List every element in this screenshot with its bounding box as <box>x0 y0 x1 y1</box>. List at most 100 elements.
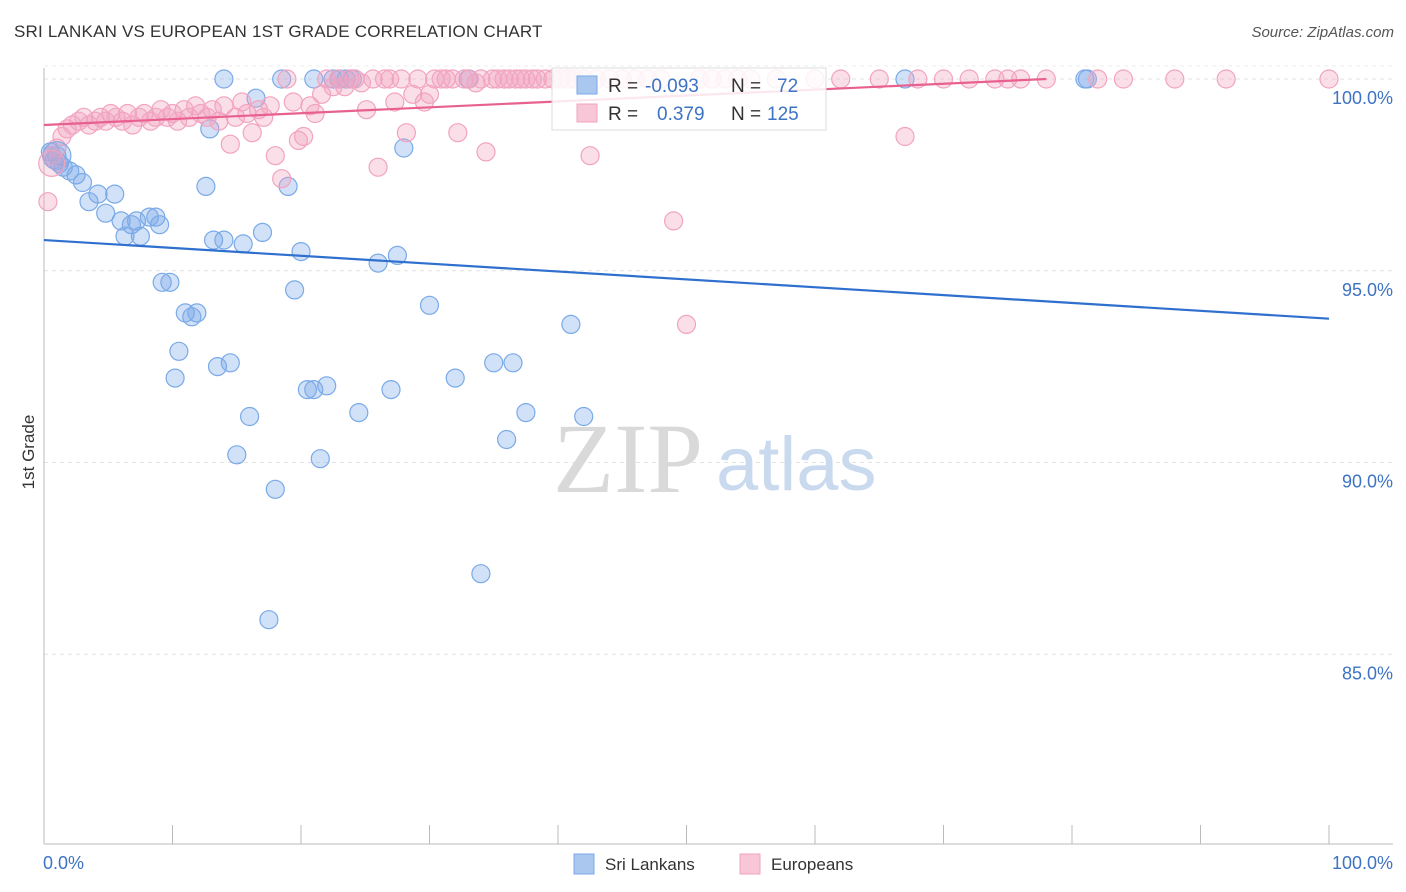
point-europeans <box>1319 69 1339 89</box>
stats-swatch-europeans <box>576 103 598 123</box>
point-europeans <box>443 69 463 89</box>
point-sri-lankans <box>503 353 523 373</box>
y-tick-labels: 100.0% 95.0% 90.0% 85.0% <box>1332 88 1393 683</box>
watermark-zip: ZIP <box>553 403 703 514</box>
point-sri-lankans <box>387 245 407 265</box>
point-europeans <box>471 69 491 89</box>
point-europeans <box>895 126 915 147</box>
point-sri-lankans <box>160 272 180 292</box>
watermark-atlas: atlas <box>716 422 877 507</box>
point-europeans <box>47 138 67 158</box>
stats-r-label: R = <box>608 76 638 97</box>
point-europeans <box>363 69 383 89</box>
chart-source: Source: ZipAtlas.com <box>1251 24 1394 41</box>
stats-n-value: 125 <box>767 104 799 125</box>
point-sri-lankans <box>196 176 216 196</box>
point-europeans <box>505 69 526 89</box>
stats-n-label: N = <box>731 76 761 97</box>
point-europeans <box>494 69 514 89</box>
point-europeans <box>454 69 474 89</box>
trend-line-sri-lankans <box>43 238 1330 320</box>
point-europeans <box>1113 69 1134 89</box>
point-europeans <box>408 69 428 89</box>
point-sri-lankans <box>381 380 401 400</box>
point-europeans <box>676 314 697 334</box>
point-sri-lankans <box>445 368 465 388</box>
point-europeans <box>317 69 337 89</box>
point-europeans <box>959 69 979 89</box>
gridlines <box>44 65 1393 655</box>
point-sri-lankans <box>207 357 228 377</box>
point-sri-lankans <box>169 341 189 361</box>
point-sri-lankans <box>516 403 536 423</box>
stats-r-value: 0.379 <box>657 104 705 125</box>
trend-lines <box>43 77 1330 320</box>
legend-label-europeans: Europeans <box>771 855 853 874</box>
point-europeans <box>38 192 58 212</box>
point-europeans <box>1088 69 1108 89</box>
point-europeans <box>168 111 188 131</box>
point-europeans <box>663 211 684 231</box>
point-sri-lankans <box>227 445 247 465</box>
point-sri-lankans <box>42 141 72 171</box>
bottom-legend: Sri Lankans Europeans <box>573 853 853 875</box>
point-sri-lankans <box>278 176 298 196</box>
point-europeans <box>482 69 503 89</box>
legend-swatch-europeans <box>739 853 761 875</box>
point-europeans <box>340 69 360 89</box>
point-sri-lankans <box>310 449 330 469</box>
stats-legend-box: R = -0.093 N = 72 R = 0.379 N = 125 <box>551 67 827 131</box>
point-europeans <box>511 69 531 89</box>
watermark: ZIP atlas <box>553 403 877 514</box>
point-europeans <box>499 69 519 89</box>
point-europeans <box>260 96 280 116</box>
point-sri-lankans <box>204 230 224 250</box>
point-sri-lankans <box>368 253 388 273</box>
point-sri-lankans <box>349 403 369 423</box>
point-sri-lankans <box>96 203 116 223</box>
point-europeans <box>933 69 954 89</box>
stats-box-frame <box>551 67 827 131</box>
point-sri-lankans <box>66 165 86 185</box>
legend-swatch-sri-lankans <box>573 853 595 875</box>
point-europeans <box>368 157 388 177</box>
point-sri-lankans <box>291 242 311 262</box>
point-sri-lankans <box>187 303 207 323</box>
point-europeans <box>157 107 177 127</box>
point-europeans <box>527 69 548 89</box>
x-tick-label-right: 100.0% <box>1332 853 1393 873</box>
point-sri-lankans <box>484 353 504 373</box>
point-europeans <box>312 84 332 104</box>
y-tick-label: 85.0% <box>1342 663 1393 683</box>
point-sri-lankans <box>297 380 317 400</box>
point-sri-lankans <box>111 211 131 231</box>
data-points <box>38 69 1339 630</box>
point-europeans <box>294 126 314 147</box>
stats-r-label: R = <box>608 104 638 125</box>
point-sri-lankans <box>259 610 279 630</box>
point-sri-lankans <box>272 69 292 89</box>
y-tick-label: 95.0% <box>1342 280 1393 300</box>
point-europeans <box>396 123 416 143</box>
point-sri-lankans <box>317 376 337 396</box>
point-europeans <box>869 69 889 89</box>
point-sri-lankans <box>265 479 285 499</box>
point-europeans <box>242 123 262 143</box>
point-europeans <box>516 69 536 89</box>
axes <box>43 68 1393 845</box>
point-europeans <box>391 69 411 89</box>
point-europeans <box>580 146 600 166</box>
stats-swatch-sri-lankans <box>576 75 598 95</box>
point-sri-lankans <box>497 429 517 450</box>
legend-label-sri-lankans: Sri Lankans <box>605 855 695 874</box>
point-europeans <box>272 169 292 189</box>
y-tick-label: 100.0% <box>1332 88 1393 108</box>
point-europeans <box>431 69 451 89</box>
point-sri-lankans <box>574 406 594 427</box>
stats-r-value: -0.093 <box>645 76 699 97</box>
point-europeans <box>1165 69 1185 89</box>
point-europeans <box>380 69 400 89</box>
point-europeans <box>254 107 274 127</box>
point-sri-lankans <box>130 226 150 246</box>
point-sri-lankans <box>105 184 125 204</box>
